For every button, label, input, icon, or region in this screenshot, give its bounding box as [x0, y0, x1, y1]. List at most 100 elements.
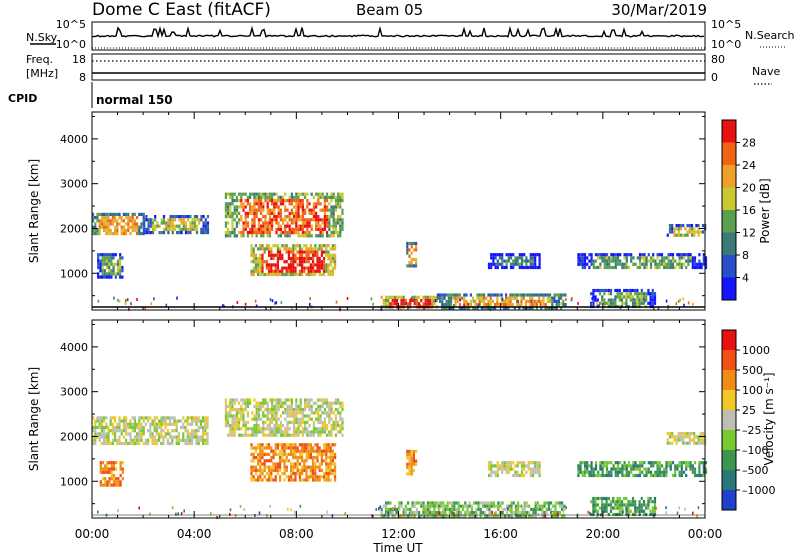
data-cell — [317, 227, 320, 231]
data-cell — [277, 404, 280, 408]
data-cell — [180, 231, 183, 235]
x-axis-label: Time UT — [372, 541, 423, 554]
data-cell — [323, 202, 326, 206]
data-cell — [253, 231, 256, 235]
data-cell — [413, 302, 416, 306]
data-cell — [110, 259, 113, 263]
data-cell — [337, 398, 340, 402]
data-cell — [554, 514, 557, 518]
data-cell — [522, 293, 525, 297]
data-cell — [109, 422, 112, 426]
data-cell — [268, 411, 271, 415]
data-cell — [282, 221, 285, 225]
data-cell — [149, 221, 152, 225]
data-cell — [287, 452, 290, 456]
data-cell — [596, 515, 598, 519]
data-cell — [679, 435, 683, 439]
data-cell — [334, 224, 337, 228]
data-cell — [195, 227, 199, 231]
data-cell — [306, 398, 309, 402]
data-cell — [151, 441, 154, 446]
data-cell — [309, 297, 311, 301]
data-cell — [266, 408, 269, 412]
data-cell — [618, 292, 621, 296]
data-cell — [509, 293, 512, 297]
data-cell — [103, 275, 106, 279]
data-cell — [316, 269, 319, 273]
data-cell — [111, 441, 114, 446]
data-cell — [536, 265, 539, 270]
data-cell — [92, 429, 95, 433]
data-cell — [273, 215, 276, 219]
data-cell — [305, 468, 308, 472]
data-cell — [577, 470, 580, 474]
data-cell — [133, 429, 136, 433]
data-cell — [249, 195, 252, 199]
data-cell — [676, 467, 679, 471]
data-cell — [638, 500, 641, 504]
data-cell — [426, 295, 429, 299]
data-cell — [387, 507, 390, 511]
data-cell — [191, 435, 194, 439]
data-cell — [295, 199, 298, 203]
data-cell — [277, 417, 280, 421]
data-cell — [129, 216, 132, 220]
data-cell — [305, 449, 308, 453]
data-cell — [616, 473, 620, 478]
nsearch-label: N.Search — [745, 29, 795, 42]
data-cell — [337, 215, 340, 219]
data-cell — [696, 262, 699, 266]
data-cell — [327, 472, 330, 476]
data-cell — [489, 306, 492, 310]
data-cell — [309, 256, 312, 261]
data-cell — [193, 227, 196, 231]
data-cell — [698, 262, 701, 266]
data-cell — [334, 253, 337, 257]
data-cell — [465, 299, 468, 303]
data-cell — [114, 232, 117, 236]
data-cell — [253, 221, 256, 225]
data-cell — [677, 432, 680, 436]
data-cell — [513, 293, 516, 297]
data-cell — [268, 430, 271, 434]
data-cell — [129, 435, 132, 439]
data-cell — [549, 296, 552, 300]
data-cell — [305, 244, 308, 248]
data-cell — [330, 408, 333, 412]
data-cell — [675, 224, 678, 228]
data-cell — [244, 218, 247, 222]
data-cell — [263, 468, 266, 472]
data-cell — [534, 265, 537, 270]
data-cell — [182, 416, 185, 420]
data-cell — [326, 433, 329, 437]
data-cell — [429, 514, 432, 518]
data-cell — [649, 265, 653, 270]
data-cell — [560, 293, 563, 297]
data-cell — [629, 509, 632, 513]
data-cell — [534, 470, 537, 474]
data-cell — [616, 500, 619, 504]
data-cell — [623, 295, 626, 299]
data-cell — [492, 501, 495, 505]
data-cell — [320, 459, 323, 463]
data-cell — [177, 438, 180, 442]
data-cell — [327, 478, 330, 482]
data-cell — [182, 435, 185, 439]
data-cell — [184, 221, 188, 225]
data-cell — [231, 430, 234, 434]
data-cell — [131, 425, 134, 430]
data-cell — [488, 504, 491, 508]
data-cell — [682, 441, 685, 445]
data-cell — [133, 219, 136, 223]
data-cell — [268, 208, 271, 212]
data-cell — [193, 435, 196, 439]
data-cell — [597, 473, 600, 478]
data-cell — [523, 461, 526, 465]
data-cell — [323, 199, 326, 203]
data-cell — [294, 456, 297, 460]
data-cell — [415, 298, 418, 303]
data-cell — [385, 501, 388, 505]
data-cell — [274, 465, 277, 469]
data-cell — [121, 256, 124, 260]
data-cell — [677, 233, 680, 237]
